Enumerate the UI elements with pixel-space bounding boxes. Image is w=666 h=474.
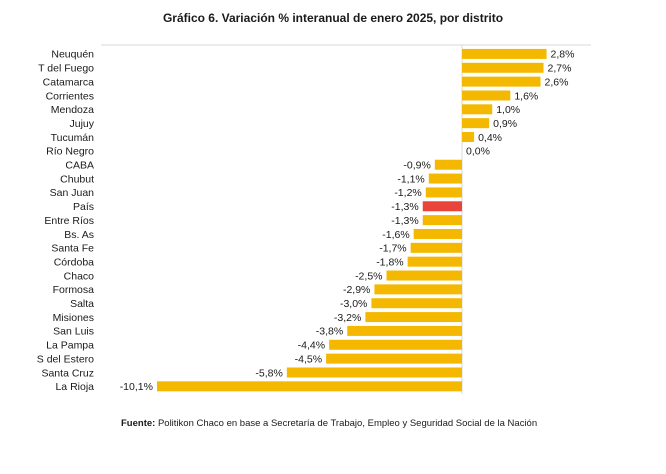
category-label: Salta	[70, 298, 94, 310]
category-label: Chaco	[64, 270, 95, 282]
bar	[462, 118, 490, 129]
category-label: T del Fuego	[38, 63, 94, 75]
data-label: -5,8%	[255, 367, 282, 379]
bar	[156, 381, 463, 392]
data-label: -1,6%	[382, 229, 409, 241]
data-label: -4,5%	[295, 353, 322, 365]
bar	[329, 339, 462, 350]
category-label: Formosa	[53, 284, 95, 296]
data-label: 0,0%	[466, 146, 490, 158]
data-label: -1,1%	[397, 173, 424, 185]
bar	[428, 173, 462, 184]
data-label: -3,8%	[316, 326, 343, 338]
data-label: 0,9%	[493, 118, 517, 130]
category-label: Jujuy	[69, 118, 94, 130]
bar	[326, 353, 462, 364]
data-label: -4,4%	[298, 340, 325, 352]
data-label: -0,9%	[403, 160, 430, 172]
data-label: 2,6%	[545, 76, 569, 88]
data-label: 1,6%	[514, 90, 538, 102]
bar	[462, 48, 547, 59]
category-label: S del Estero	[37, 353, 94, 365]
bar	[434, 159, 462, 170]
category-label: Mendoza	[51, 104, 94, 116]
bar	[374, 284, 462, 295]
bar	[365, 312, 462, 323]
category-label: Bs. As	[64, 229, 94, 241]
category-label: Santa Cruz	[41, 367, 94, 379]
category-label: Catamarca	[43, 76, 95, 88]
data-label: -1,3%	[391, 201, 418, 213]
bar	[462, 90, 511, 101]
category-label: Misiones	[53, 312, 94, 324]
category-label: Corrientes	[46, 90, 94, 102]
category-label: CABA	[65, 160, 94, 172]
category-label: San Juan	[50, 187, 95, 199]
category-label: Córdoba	[54, 256, 94, 268]
bar	[286, 367, 462, 378]
data-label: -1,2%	[394, 187, 421, 199]
bar	[413, 228, 462, 239]
data-label: -2,9%	[343, 284, 370, 296]
bar	[462, 62, 544, 73]
bar	[462, 76, 541, 87]
data-label: -1,8%	[376, 256, 403, 268]
bar	[407, 256, 462, 267]
data-label: -1,7%	[379, 243, 406, 255]
bar	[462, 132, 475, 143]
category-label: La Pampa	[46, 340, 94, 352]
source-label: Fuente:	[121, 418, 156, 429]
data-label: -3,2%	[334, 312, 361, 324]
category-label: Chubut	[60, 173, 94, 185]
data-label: -3,0%	[340, 298, 367, 310]
data-label: 1,0%	[496, 104, 520, 116]
category-label: Neuquén	[51, 49, 94, 61]
bar	[410, 242, 462, 253]
data-label: 0,4%	[478, 132, 502, 144]
bar	[386, 270, 462, 281]
category-label: San Luis	[53, 326, 94, 338]
data-label: -1,3%	[391, 215, 418, 227]
category-label: La Rioja	[55, 381, 94, 393]
data-label: 2,7%	[548, 63, 572, 75]
data-label: 2,8%	[551, 49, 575, 61]
chart-title: Gráfico 6. Variación % interanual de ene…	[162, 11, 504, 25]
category-label: Santa Fe	[51, 243, 94, 255]
data-label: -10,1%	[120, 381, 153, 393]
bar	[347, 325, 462, 336]
bar	[371, 298, 462, 309]
category-label: Tucumán	[51, 132, 95, 144]
category-label: Entre Ríos	[44, 215, 94, 227]
bar	[462, 104, 493, 115]
source-text: Politikon Chaco en base a Secretaría de …	[155, 418, 538, 429]
category-label: Río Negro	[46, 146, 94, 158]
bar	[422, 215, 462, 226]
bar	[425, 187, 462, 198]
source-note: Fuente: Politikon Chaco en base a Secret…	[121, 418, 537, 429]
category-label: País	[73, 201, 94, 213]
data-label: -2,5%	[355, 270, 382, 282]
bar	[422, 201, 462, 212]
